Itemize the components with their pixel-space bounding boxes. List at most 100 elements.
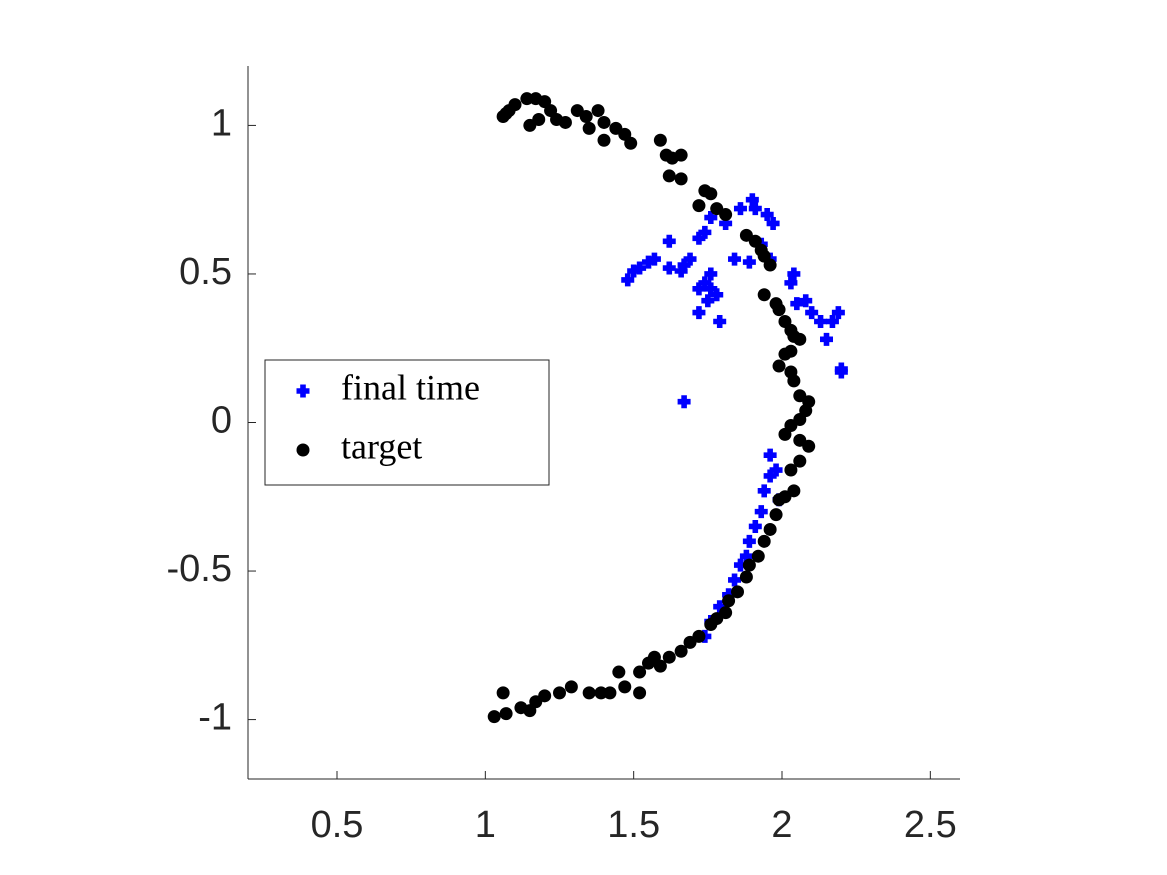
x-tick-label: 1: [475, 804, 496, 846]
point: [647, 252, 661, 266]
point: [618, 680, 632, 694]
point: [692, 231, 706, 245]
point: [757, 484, 771, 498]
point: [733, 202, 747, 216]
point: [579, 110, 593, 124]
point: [769, 508, 783, 522]
point: [719, 208, 733, 222]
point: [710, 288, 724, 302]
point: [683, 252, 697, 266]
y-tick-label: 1: [211, 102, 232, 144]
point: [653, 133, 667, 147]
point: [742, 558, 756, 572]
point: [739, 570, 753, 584]
point: [499, 707, 513, 721]
point: [742, 534, 756, 548]
point: [496, 686, 510, 700]
point: [698, 276, 712, 290]
point: [633, 665, 647, 679]
point: [778, 427, 792, 441]
point: [704, 267, 718, 281]
point: [763, 469, 777, 483]
x-tick-label: 2: [771, 804, 792, 846]
point: [520, 92, 534, 106]
point: [825, 314, 839, 328]
point: [820, 332, 833, 346]
legend-label: target: [341, 426, 422, 466]
point: [772, 359, 786, 373]
point: [674, 172, 688, 186]
point: [624, 136, 638, 150]
point: [760, 208, 774, 222]
legend: final time target: [264, 359, 550, 486]
point: [713, 600, 727, 614]
x-tick-label: 2.5: [904, 804, 957, 846]
point: [564, 680, 578, 694]
point: [757, 288, 771, 302]
point: [751, 549, 765, 563]
point: [633, 261, 647, 275]
point: [674, 148, 688, 162]
legend-marker: [296, 443, 310, 457]
point: [591, 104, 605, 118]
point: [778, 347, 792, 361]
point: [662, 650, 676, 664]
point: [603, 686, 617, 700]
point: [642, 255, 655, 269]
point: [790, 297, 804, 311]
legend-marker: [296, 384, 310, 398]
point: [508, 98, 522, 112]
point: [719, 216, 733, 230]
point: [731, 585, 744, 599]
y-tick-label: -1: [198, 697, 232, 739]
point: [745, 193, 759, 207]
point: [766, 216, 780, 230]
point: [558, 115, 572, 129]
x-tick-label: 0.5: [311, 804, 364, 846]
point: [748, 202, 762, 216]
point: [763, 258, 777, 272]
point: [674, 644, 688, 658]
point: [692, 282, 706, 296]
point: [757, 534, 771, 548]
point: [799, 294, 813, 308]
point: [698, 225, 712, 239]
point: [662, 261, 676, 275]
point: [805, 306, 819, 320]
point: [748, 519, 762, 533]
point: [487, 710, 501, 724]
point: [701, 294, 715, 308]
point: [787, 374, 801, 388]
point: [814, 314, 828, 328]
point: [772, 303, 786, 317]
point: [793, 454, 807, 468]
point: [597, 115, 611, 129]
point: [597, 133, 611, 147]
point: [769, 463, 783, 477]
point: [763, 522, 777, 536]
point: [612, 665, 626, 679]
point: [647, 650, 661, 664]
point: [704, 618, 718, 632]
point: [784, 276, 798, 290]
point: [704, 211, 718, 225]
point: [728, 573, 742, 587]
point: [772, 493, 786, 507]
point: [713, 314, 727, 328]
point: [704, 282, 718, 296]
point: [728, 252, 742, 266]
point: [594, 686, 608, 700]
point: [722, 594, 736, 608]
point: [662, 234, 676, 248]
point: [793, 332, 807, 346]
point: [582, 686, 596, 700]
point: [802, 439, 816, 453]
x-tick-label: 1.5: [607, 804, 660, 846]
point: [831, 306, 845, 320]
point: [553, 686, 566, 700]
point: [692, 199, 706, 213]
point: [739, 549, 753, 563]
point: [514, 701, 528, 715]
point: [784, 463, 798, 477]
